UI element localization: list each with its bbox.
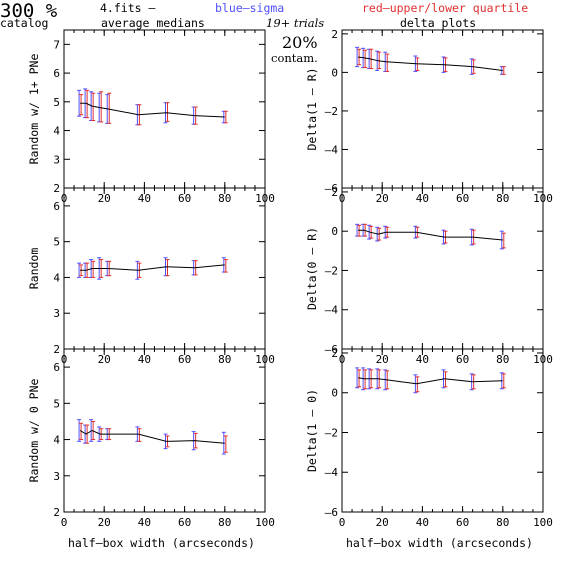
catalog-label: catalog xyxy=(0,16,48,30)
x-tick-label: 40 xyxy=(138,192,151,205)
y-tick-label: –2 xyxy=(325,426,338,439)
y-tick-label: –4 xyxy=(325,304,339,317)
y-tick-label: 2 xyxy=(53,506,60,519)
y-axis-title: Random xyxy=(27,248,41,290)
x-axis-title-left: half–box width (arcseconds) xyxy=(68,536,255,550)
y-tick-label: 2 xyxy=(331,28,338,41)
y-axis-title: Delta(1 – 0) xyxy=(305,389,319,472)
x-tick-label: 80 xyxy=(218,516,231,529)
percent-label: 300 % xyxy=(0,0,58,22)
x-tick-label: 80 xyxy=(218,192,231,205)
y-tick-label: 2 xyxy=(53,343,60,356)
panel-3: 0 20 40 60 80 100 2 3 4 5 6 Random w/ 0 PNe xyxy=(27,348,275,529)
x-tick-label: 20 xyxy=(98,192,111,205)
x-tick-label: 0 xyxy=(61,516,68,529)
y-tick-label: 4 xyxy=(53,125,60,138)
x-tick-label: 20 xyxy=(376,516,389,529)
plot-frame xyxy=(341,187,544,350)
x-axis-title-right: half–box width (arcseconds) xyxy=(346,536,533,550)
y-tick-label: 3 xyxy=(53,307,60,320)
y-tick-label: 6 xyxy=(53,67,60,80)
red-quartile-label: red–upper/lower quartile xyxy=(362,1,528,15)
y-tick-label: 5 xyxy=(53,236,60,249)
blue-sigma-label: blue–sigma xyxy=(215,1,284,15)
median-line xyxy=(80,264,225,271)
file-label: 4.fits – xyxy=(100,1,155,15)
median-line xyxy=(79,429,225,444)
y-tick-label: 0 xyxy=(331,387,338,400)
x-tick-label: 40 xyxy=(416,353,429,366)
y-tick-label: 0 xyxy=(331,225,338,238)
y-tick-label: 7 xyxy=(53,38,60,51)
x-tick-label: 80 xyxy=(218,353,231,366)
median-line xyxy=(358,56,503,71)
x-tick-label: 60 xyxy=(456,516,469,529)
x-tick-label: 80 xyxy=(496,192,509,205)
x-tick-label: 60 xyxy=(178,516,191,529)
x-tick-label: 60 xyxy=(178,353,191,366)
y-tick-label: 3 xyxy=(53,153,60,166)
average-medians-label: average medians xyxy=(101,16,205,30)
y-tick-label: –6 xyxy=(325,506,338,519)
contam-percent-label: 20% xyxy=(282,33,318,52)
y-tick-label: 5 xyxy=(53,397,60,410)
x-tick-label: 20 xyxy=(98,516,111,529)
x-tick-label: 20 xyxy=(98,353,111,366)
y-tick-label: –6 xyxy=(325,343,338,356)
y-tick-label: 5 xyxy=(53,96,60,109)
y-tick-label: –6 xyxy=(325,182,338,195)
y-axis-title: Delta(0 – R) xyxy=(305,227,319,310)
y-axis-title: Random w/ 1+ PNe xyxy=(27,54,41,165)
x-tick-label: 100 xyxy=(533,516,553,529)
y-tick-label: 0 xyxy=(331,66,338,79)
x-tick-label: 40 xyxy=(416,192,429,205)
delta-plots-label: delta plots xyxy=(400,16,476,30)
y-axis-title: Delta(1 – R) xyxy=(305,67,319,150)
plot-frame xyxy=(341,29,544,189)
y-tick-label: –4 xyxy=(325,143,339,156)
x-tick-label: 0 xyxy=(339,516,346,529)
y-tick-label: 4 xyxy=(53,434,60,447)
x-tick-label: 60 xyxy=(178,192,191,205)
median-line xyxy=(80,102,225,118)
y-tick-label: 3 xyxy=(53,470,60,483)
x-tick-label: 40 xyxy=(138,516,151,529)
plot-frame xyxy=(341,348,544,513)
x-tick-label: 60 xyxy=(456,353,469,366)
trials-label: 19+ trials xyxy=(266,16,324,30)
plot-frame xyxy=(63,29,266,189)
y-tick-label: 2 xyxy=(331,186,338,199)
y-tick-label: –2 xyxy=(325,264,338,277)
x-tick-label: 20 xyxy=(376,353,389,366)
x-tick-label: 80 xyxy=(496,516,509,529)
x-tick-label: 40 xyxy=(416,516,429,529)
x-tick-label: 20 xyxy=(376,192,389,205)
x-tick-label: 100 xyxy=(255,516,275,529)
y-tick-label: –2 xyxy=(325,105,338,118)
median-line xyxy=(358,377,503,385)
median-line xyxy=(358,229,503,241)
y-tick-label: 2 xyxy=(331,347,338,360)
plot-frame xyxy=(63,348,266,513)
x-tick-label: 40 xyxy=(138,353,151,366)
panel-6: 0 20 40 60 80 100 –6 –4 –2 0 2 Delta(1 – 0) xyxy=(305,347,553,529)
y-tick-label: 2 xyxy=(53,182,60,195)
y-tick-label: 6 xyxy=(53,361,60,374)
contam-label: contam. xyxy=(271,51,318,65)
x-tick-label: 80 xyxy=(496,353,509,366)
x-tick-label: 60 xyxy=(456,192,469,205)
y-tick-label: –4 xyxy=(325,466,339,479)
y-tick-label: 4 xyxy=(53,271,60,284)
y-axis-title: Random w/ 0 PNe xyxy=(27,378,41,482)
y-tick-label: 6 xyxy=(53,200,60,213)
